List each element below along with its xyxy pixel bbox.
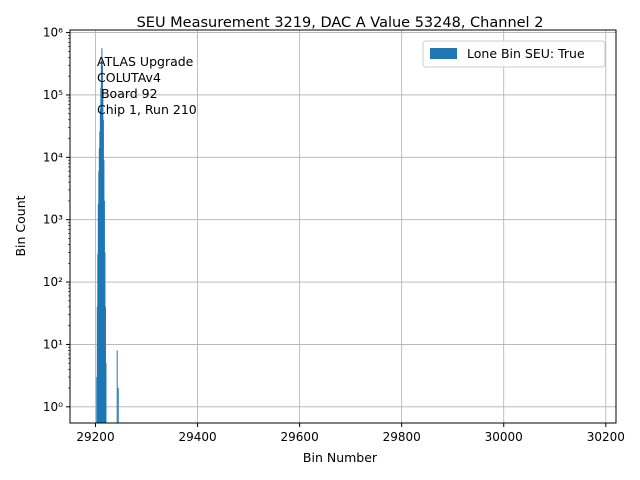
histogram-bar-2 [97,254,99,423]
legend-box [422,40,606,68]
y-tick-label: 10¹ [43,337,63,351]
legend-swatch [430,48,457,59]
histogram-bar-9 [100,61,102,423]
plot-frame [69,29,617,424]
histogram-bar-4 [98,171,100,423]
histogram-bar-11 [101,65,103,424]
histogram-bar-1 [96,306,98,423]
histogram-bar-3 [97,203,99,423]
histogram-bar-10 [101,48,103,424]
x-tick-label: 30000 [485,430,523,444]
chart-title: SEU Measurement 3219, DAC A Value 53248,… [137,15,544,31]
histogram-bar-8 [100,87,102,424]
histogram-bar-7 [99,108,101,424]
histogram-bar-16 [104,252,106,423]
legend-label: Lone Bin SEU: True [467,46,585,61]
histogram-bar-5 [98,148,100,423]
grid [70,30,616,423]
x-tick-label: 29200 [76,430,114,444]
annotation-line-2: COLUTAv4 [97,70,161,85]
histogram-bar-17 [104,306,106,423]
x-tick-label: 29600 [281,430,319,444]
histogram-bar-18 [105,363,107,423]
y-tick-label: 10⁰ [43,400,63,414]
y-axis-ticks: 10⁰ 10¹ 10² 10³ 10⁴ 10⁵ 10⁶ [43,26,70,414]
x-tick-label: 29800 [383,430,421,444]
y-axis-label: Bin Count [13,195,28,256]
histogram-bar-0 [96,377,98,423]
y-tick-label: 10³ [43,213,63,227]
legend: Lone Bin SEU: True [422,40,606,68]
annotation: ATLAS Upgrade COLUTAv4 Board 92 Chip 1, … [97,54,197,117]
annotation-line-4: Chip 1, Run 210 [97,102,197,117]
histogram-bar-20 [117,388,119,423]
histogram-bar-15 [103,200,105,423]
y-tick-label: 10⁵ [43,88,63,102]
histogram-bar-6 [99,131,101,423]
histogram-bar-12 [102,90,104,423]
x-tick-label: 29400 [178,430,216,444]
y-tick-label: 10⁶ [43,26,63,40]
annotation-line-3: Board 92 [97,86,158,101]
histogram-bar-14 [103,160,105,424]
y-tick-label: 10² [43,275,63,289]
histogram-bar-19 [116,350,118,423]
y-tick-label: 10⁴ [43,150,63,164]
x-axis-label: Bin Number [303,450,378,465]
x-axis-ticks: 29200 29400 29600 29800 30000 30200 [76,423,625,444]
histogram-bars [96,48,119,424]
annotation-line-1: ATLAS Upgrade [97,54,194,69]
histogram-bar-13 [102,119,104,423]
x-tick-label: 30200 [587,430,625,444]
